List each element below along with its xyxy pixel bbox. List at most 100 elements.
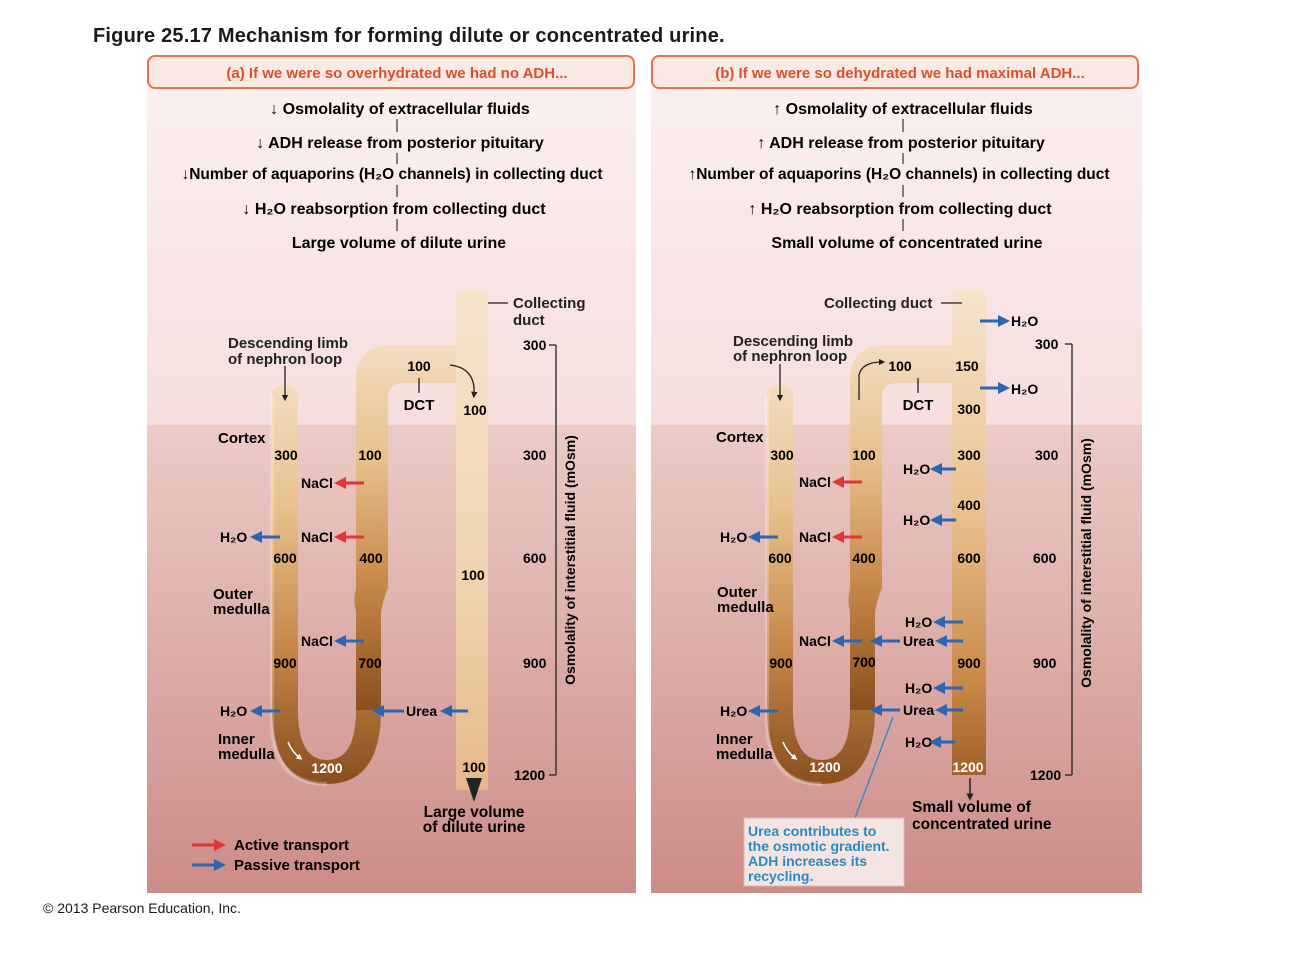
panel-a-axis-label: Osmolality of interstitial fluid (mOsm) xyxy=(562,435,578,685)
panel-a-header-box xyxy=(147,55,635,89)
panel-a-nacl-1: NaCl xyxy=(301,475,333,491)
panel-b-inner-label: Inner medulla xyxy=(716,731,773,763)
panel-a-background xyxy=(147,85,636,893)
panel-b-tick-1200: 1200 xyxy=(1030,767,1061,783)
panel-b-nacl-2: NaCl xyxy=(799,529,831,545)
panel-b-desc-value-2: 600 xyxy=(768,550,792,566)
panel-b-descending-label: Descending limb of nephron loop xyxy=(733,333,853,365)
panel-b-desc-value-1: 300 xyxy=(770,447,794,463)
panel-b-step-4: ↑ H₂O reabsorption from collecting duct xyxy=(748,201,1052,218)
panel-a-descending-limb xyxy=(272,385,381,784)
panel-a-dct-label: DCT xyxy=(404,397,435,414)
panel-a-h2o-1: H₂O xyxy=(220,529,247,545)
panel-b-duct-value-4: 600 xyxy=(957,550,981,566)
panel-b-h2o-duct-2: H₂O xyxy=(903,512,930,528)
panel-b-duct-value-3: 400 xyxy=(957,497,981,513)
panel-b-urine-label: Small volume of concentrated urine xyxy=(912,799,1052,833)
panel-b-h2o-duct-4: H₂O xyxy=(905,680,932,696)
panel-b-asc-value-2: 400 xyxy=(852,550,876,566)
panel-b-dct-value-1: 100 xyxy=(888,358,912,374)
panel-a-step-2: ↓ ADH release from posterior pituitary xyxy=(256,135,544,152)
legend-passive: Passive transport xyxy=(234,857,360,874)
panel-b-axis-label: Osmolality of interstitial fluid (mOsm) xyxy=(1078,438,1094,688)
figure-title: Figure 25.17 Mechanism for forming dilut… xyxy=(93,25,725,47)
panel-a-step-1: ↓ Osmolality of extracellular fluids xyxy=(270,101,530,118)
panel-b-step-2: ↑ ADH release from posterior pituitary xyxy=(757,135,1045,152)
panel-a-axis: 300 300 600 900 1200 Osmolality of inter… xyxy=(514,337,578,783)
panel-b-duct-value-5: 900 xyxy=(957,655,981,671)
panel-a-nacl-2: NaCl xyxy=(301,529,333,545)
panel-b-duct-value-1: 300 xyxy=(957,401,981,417)
panel-b-dct-value-2: 150 xyxy=(955,358,979,374)
panel-a-step-4: ↓ H₂O reabsorption from collecting duct xyxy=(242,201,546,218)
panel-b-tick-900: 900 xyxy=(1033,655,1057,671)
legend-active: Active transport xyxy=(234,837,349,854)
panel-a-asc-value-2: 400 xyxy=(359,550,383,566)
panel-b-note-text: Urea contributes to the osmotic gradient.… xyxy=(748,823,890,884)
panel-a-desc-value-1: 300 xyxy=(274,447,298,463)
panel-a-outer-label: Outer medulla xyxy=(213,586,270,618)
panel-b-nephron xyxy=(765,290,986,786)
panel-a-tick-300-top: 300 xyxy=(523,337,547,353)
panel-b-collecting-duct xyxy=(952,290,986,775)
panel-a-labels: Descending limb of nephron loop Collectin… xyxy=(213,295,586,836)
panel-b-labels: Descending limb of nephron loop Collectin… xyxy=(716,295,1052,833)
panel-b-loop-bottom: 1200 xyxy=(809,759,840,775)
panel-a-header: (a) If we were so overhydrated we had no… xyxy=(226,65,567,82)
panel-a-loop-bottom: 1200 xyxy=(311,760,342,776)
panel-a-tick-1200: 1200 xyxy=(514,767,545,783)
legend: Active transport Passive transport xyxy=(192,837,360,874)
panel-a-fluxes: NaCl NaCl NaCl H₂O H₂O Urea xyxy=(220,475,468,719)
panel-a-step-5: Large volume of dilute urine xyxy=(292,235,506,252)
panel-a-nephron xyxy=(270,290,488,790)
panel-b: (b) If we were so dehydrated we had maxi… xyxy=(651,55,1142,893)
panel-b-step-3: ↑Number of aquaporins (H₂O channels) in … xyxy=(688,166,1109,183)
panel-b-tick-300: 300 xyxy=(1035,447,1059,463)
panel-b-header-box xyxy=(651,55,1139,89)
panel-a-steps: ↓ Osmolality of extracellular fluids ↓ A… xyxy=(181,101,602,252)
panel-a-collecting-duct xyxy=(456,290,488,790)
panel-a-desc-value-2: 600 xyxy=(273,550,297,566)
panel-b-h2o-desc-2: H₂O xyxy=(720,703,747,719)
panel-b-duct-value-2: 300 xyxy=(957,447,981,463)
panel-a-duct-value-2: 100 xyxy=(461,567,485,583)
panel-b-axis: 300 300 600 900 1200 Osmolality of inter… xyxy=(1030,336,1094,783)
panel-b-collecting-label: Collecting duct xyxy=(824,295,932,312)
panel-b-h2o-duct-5: H₂O xyxy=(905,734,932,750)
panel-b-descending-limb xyxy=(767,385,875,784)
panel-a-urine-label: Large volume of dilute urine xyxy=(423,804,526,836)
panel-b-ascending-limb xyxy=(848,345,952,710)
panel-b-background xyxy=(651,85,1142,893)
panel-a-desc-value-3: 900 xyxy=(273,655,297,671)
panel-b-h2o-duct-1: H₂O xyxy=(903,461,930,477)
panel-a-h2o-2: H₂O xyxy=(220,703,247,719)
panel-b-fluxes: NaCl NaCl NaCl H₂O H₂O H₂O H₂O H₂O Urea … xyxy=(720,313,1038,750)
panel-b-dct-label: DCT xyxy=(903,397,934,414)
panel-b-h2o-out-2: H₂O xyxy=(1011,381,1038,397)
panel-a-ascending-limb xyxy=(354,345,456,710)
panel-b-h2o-desc-1: H₂O xyxy=(720,529,747,545)
panel-b-asc-value-3: 700 xyxy=(852,654,876,670)
panel-a-nacl-3: NaCl xyxy=(301,633,333,649)
panel-a-dct-value: 100 xyxy=(407,358,431,374)
panel-a-asc-value-3: 700 xyxy=(358,655,382,671)
panel-a-tick-300: 300 xyxy=(523,447,547,463)
panel-a-step-3: ↓Number of aquaporins (H₂O channels) in … xyxy=(181,166,602,183)
panel-a-duct-bottom: 100 xyxy=(462,759,486,775)
panel-b-cortex-label: Cortex xyxy=(716,429,764,446)
panel-b-tick-300-top: 300 xyxy=(1035,336,1059,352)
panel-a-descending-label: Descending limb of nephron loop xyxy=(228,335,348,368)
panel-a-tick-600: 600 xyxy=(523,550,547,566)
panel-b-header: (b) If we were so dehydrated we had maxi… xyxy=(715,65,1085,82)
panel-b-nacl-3: NaCl xyxy=(799,633,831,649)
panel-b-outer-label: Outer medulla xyxy=(717,584,774,616)
panel-a: (a) If we were so overhydrated we had no… xyxy=(147,55,636,893)
copyright: © 2013 Pearson Education, Inc. xyxy=(43,900,241,916)
panel-b-step-1: ↑ Osmolality of extracellular fluids xyxy=(773,101,1033,118)
panel-b-urea-2: Urea xyxy=(903,702,934,718)
panel-b-asc-value-1: 100 xyxy=(852,447,876,463)
panel-a-asc-value-1: 100 xyxy=(358,447,382,463)
panel-b-h2o-duct-3: H₂O xyxy=(905,614,932,630)
panel-a-tick-900: 900 xyxy=(523,655,547,671)
